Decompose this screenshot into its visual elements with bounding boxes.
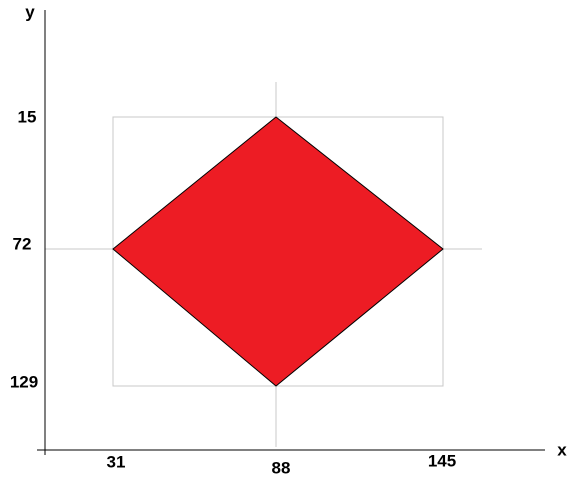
y-tick-label: 129 [10, 372, 38, 391]
y-tick-label: 72 [13, 234, 32, 253]
y-axis-label: y [25, 2, 35, 21]
x-tick-label: 145 [428, 451, 456, 470]
bounding-box [112, 116, 444, 387]
x-axis-label: x [557, 440, 567, 459]
x-tick-label: 31 [107, 452, 126, 471]
y-tick-label: 15 [18, 107, 37, 126]
diamond [112, 116, 444, 387]
x-tick-label: 88 [272, 458, 291, 477]
